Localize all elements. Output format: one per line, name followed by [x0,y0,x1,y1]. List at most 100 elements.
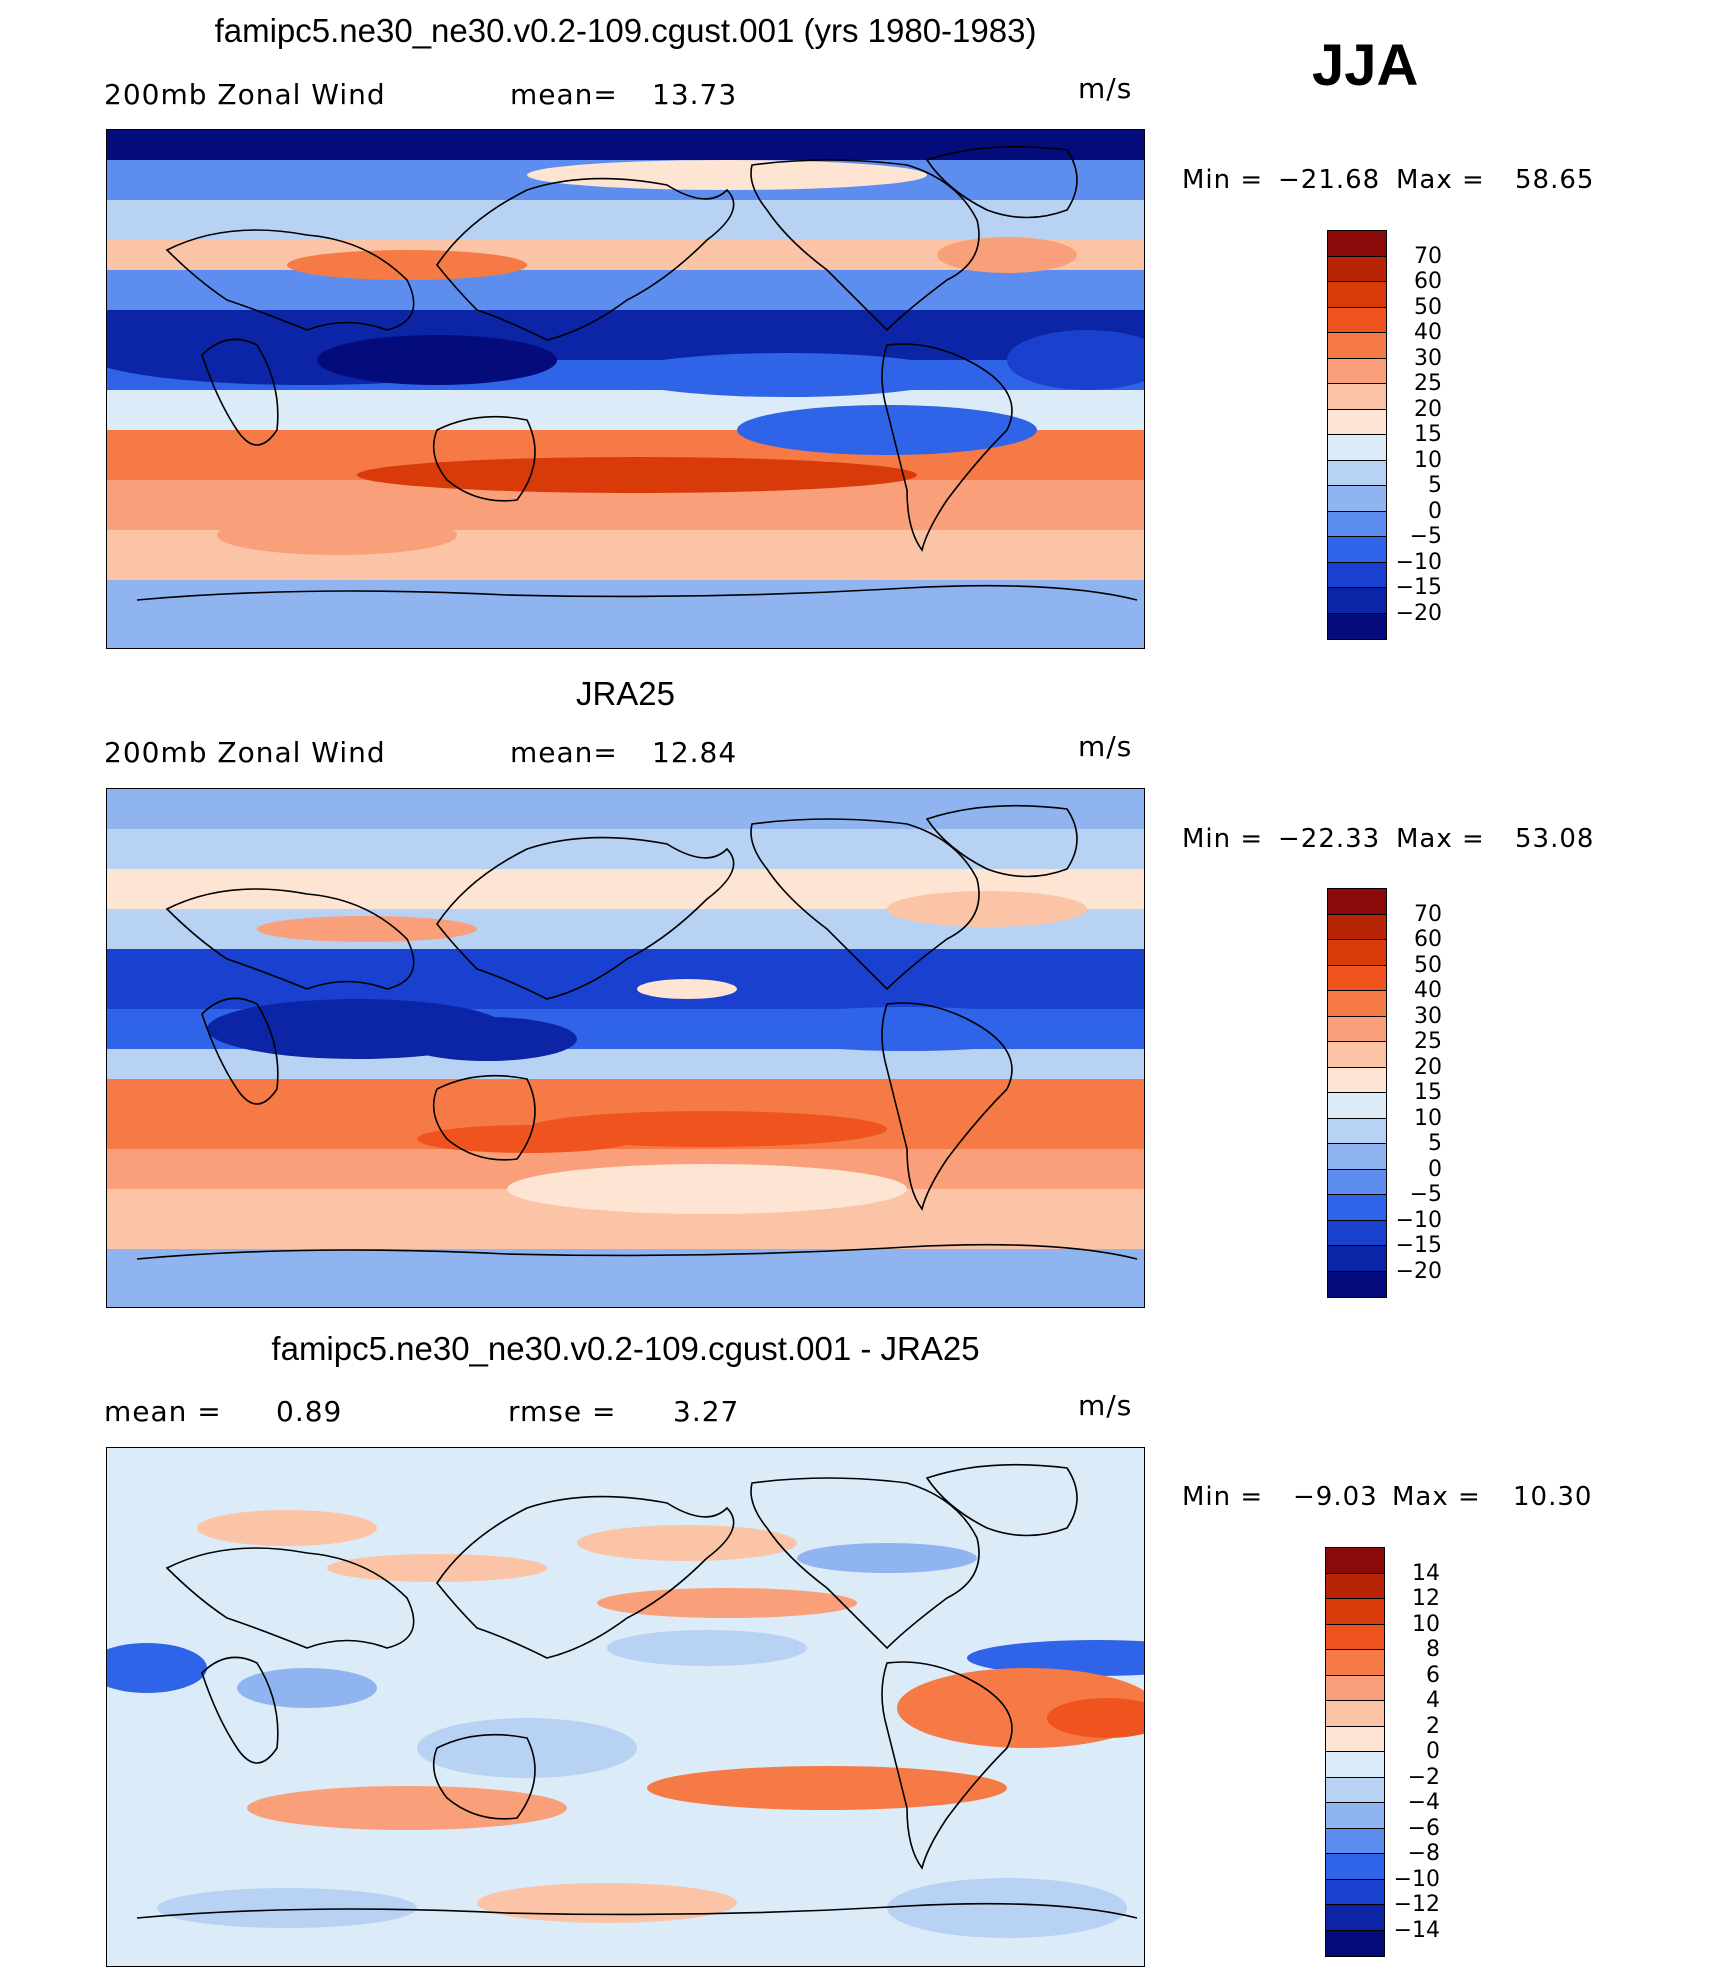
contour-blob [317,335,557,385]
colorbar-tick-label: −14 [1393,1917,1440,1943]
panel1-variable-label: 200mb Zonal Wind [104,78,386,111]
contour-blob [357,457,917,493]
panel1-colorbar [1327,230,1387,640]
colorbar-swatch [1328,1067,1386,1093]
panel2-mean-value: 12.84 [652,736,738,769]
panel2-map [106,788,1145,1308]
panel3-title: famipc5.ne30_ne30.v0.2-109.cgust.001 - J… [271,1330,980,1367]
colorbar-tick-label: −20 [1395,600,1442,626]
colorbar-swatch [1328,358,1386,384]
contour-blob [647,1766,1007,1810]
colorbar-tick-label: 10 [1414,1105,1442,1131]
colorbar-swatch [1328,889,1386,915]
panel3-rmse-label: rmse = [508,1395,617,1428]
contour-blob [617,353,957,397]
panel3-colorbar [1325,1547,1385,1957]
colorbar-tick-label: 15 [1414,422,1442,447]
colorbar-tick-label: −4 [1407,1790,1440,1815]
colorbar-tick-label: 20 [1414,1054,1442,1080]
panel1-units: m/s [1078,72,1133,105]
panel1-mean-value: 13.73 [652,78,738,111]
colorbar-swatch [1328,562,1386,588]
colorbar-tick-label: 8 [1426,1637,1440,1662]
contour-blob [507,1164,907,1214]
contour-blob [417,1718,637,1778]
panel3-mean-label: mean = [104,1395,222,1428]
colorbar-tick-label: −6 [1407,1815,1440,1841]
colorbar-tick-label: 25 [1414,1029,1442,1054]
colorbar-swatch [1328,613,1386,639]
coastline [925,145,1078,219]
colorbar-tick-label: −2 [1407,1764,1440,1790]
colorbar-tick-label: 0 [1428,498,1442,524]
colorbar-tick-label: 5 [1428,1131,1442,1156]
colorbar-swatch [1328,307,1386,333]
colorbar-tick-label: 5 [1428,473,1442,498]
panel3-max-label: Max = [1392,1482,1481,1512]
colorbar-swatch [1326,1599,1384,1625]
colorbar-swatch [1328,486,1386,512]
contour-blob [887,1878,1127,1938]
colorbar-swatch [1328,1016,1386,1042]
coastline [436,1495,735,1659]
colorbar-swatch [1326,1701,1384,1727]
coastline [136,584,1138,601]
colorbar-swatch [1326,1548,1384,1574]
colorbar-swatch [1328,1220,1386,1246]
colorbar-tick-label: 40 [1414,320,1442,345]
contour-blob [247,1786,567,1830]
contour-field [107,1448,1144,1966]
contour-blob [197,1510,377,1546]
colorbar-swatch [1328,282,1386,308]
colorbar-tick-label: −8 [1407,1841,1440,1866]
colorbar-swatch [1328,1246,1386,1272]
coastline [432,1733,536,1820]
colorbar-tick-label: 6 [1426,1662,1440,1688]
coastline [436,836,735,1000]
colorbar-swatch [1328,1195,1386,1221]
panel2-min-label: Min = [1182,824,1264,854]
coastline [201,1656,279,1764]
contour-blob [1007,330,1144,390]
colorbar-swatch [1326,1828,1384,1854]
panel2-colorbar [1327,888,1387,1298]
panel2-mean-label: mean= [510,736,618,769]
colorbar-tick-label: 10 [1414,447,1442,473]
colorbar-swatch [1326,1624,1384,1650]
colorbar-swatch [1328,231,1386,257]
colorbar-tick-label: 14 [1412,1560,1440,1586]
panel1-title: famipc5.ne30_ne30.v0.2-109.cgust.001 (yr… [214,12,1037,49]
season-label: JJA [1312,33,1419,98]
coastline [881,343,1013,552]
coastline [925,1463,1078,1537]
colorbar-tick-label: −10 [1395,1207,1442,1233]
colorbar-swatch [1326,1675,1384,1701]
colorbar-swatch [1326,1777,1384,1803]
contour-blob [597,1588,857,1618]
colorbar-tick-label: −5 [1409,524,1442,549]
coastline [881,1002,1013,1211]
colorbar-tick-label: −20 [1395,1258,1442,1284]
colorbar-swatch [1328,435,1386,461]
colorbar-tick-label: −5 [1409,1182,1442,1207]
colorbar-swatch [1328,965,1386,991]
contour-field [107,130,1144,648]
contour-blob [637,979,737,999]
panel3-map [106,1447,1145,1967]
panel1-max-label: Max = [1396,165,1485,195]
colorbar-tick-label: −12 [1393,1892,1440,1917]
colorbar-swatch [1326,1573,1384,1599]
colorbar-swatch [1328,991,1386,1017]
contour-blob [577,1525,797,1561]
panel1-min-label: Min = [1182,165,1264,195]
coastline [925,804,1078,878]
coastline [881,1661,1013,1870]
contour-band [107,130,1144,160]
contour-field [107,789,1144,1307]
panel3-max-value: 10.30 [1513,1482,1593,1512]
colorbar-tick-label: −10 [1395,549,1442,575]
coastline [750,1477,980,1650]
colorbar-tick-label: −15 [1395,575,1442,600]
contour-band [107,270,1144,310]
coastline [201,338,279,446]
